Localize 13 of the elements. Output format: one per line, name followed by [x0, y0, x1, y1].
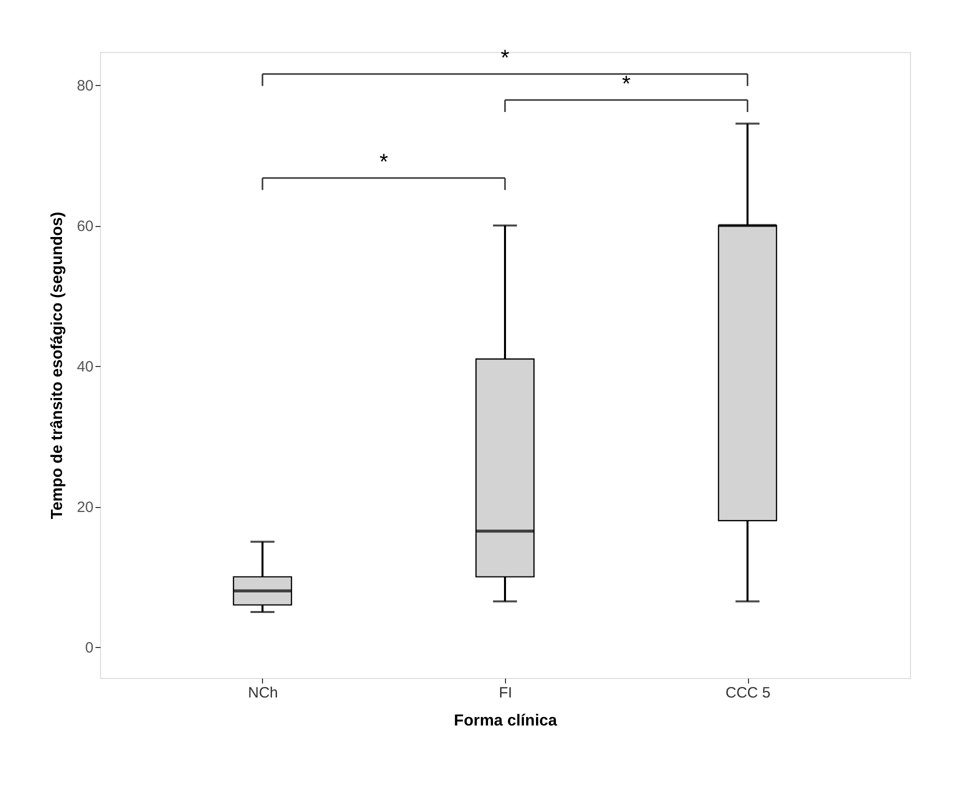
x-axis-title: Forma clínica — [454, 712, 558, 730]
annotation: * — [500, 45, 510, 70]
x-tick-label: NCh — [248, 684, 278, 702]
x-tick-label: FI — [498, 684, 512, 702]
y-tick-label: 40 — [76, 358, 94, 376]
annotation: * — [622, 71, 631, 96]
y-tick-label: 80 — [76, 78, 94, 95]
y-tick-label: 20 — [76, 499, 94, 516]
annotation: * — [379, 149, 388, 174]
y-tick-label: 60 — [76, 218, 94, 236]
y-axis-title: Tempo de trânsito esofágico (segundos) — [48, 212, 66, 520]
x-tick-label: CCC 5 — [726, 684, 771, 702]
y-tick-label: 0 — [85, 640, 94, 657]
